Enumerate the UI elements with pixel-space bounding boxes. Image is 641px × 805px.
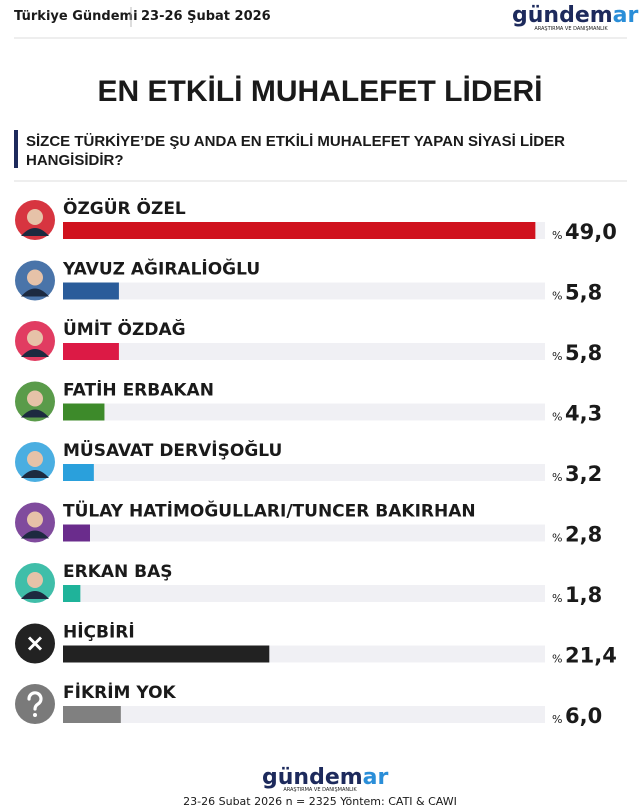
logo-accent: ar bbox=[363, 765, 389, 790]
bar-track bbox=[63, 524, 545, 542]
category-label: ÖZGÜR ÖZEL bbox=[63, 197, 186, 219]
bar bbox=[63, 282, 119, 300]
header-left: Türkiye Gündemi bbox=[14, 9, 138, 24]
icon-unknown bbox=[15, 684, 55, 724]
avatar-body bbox=[21, 470, 49, 478]
avatar-head bbox=[27, 269, 43, 286]
avatar-body bbox=[21, 288, 49, 297]
category-label: MÜSAVAT DERVİŞOĞLU bbox=[63, 439, 282, 461]
bar-track bbox=[63, 464, 545, 481]
avatar-head bbox=[27, 209, 43, 225]
bar bbox=[63, 645, 270, 663]
value-unit: % bbox=[552, 411, 562, 424]
bar bbox=[63, 343, 119, 360]
avatar-head bbox=[27, 511, 43, 528]
value-unit: % bbox=[552, 290, 562, 303]
avatar-body bbox=[21, 591, 49, 599]
category-label: YAVUZ AĞIRALİOĞLU bbox=[62, 258, 260, 280]
value-label: 21,4 bbox=[565, 644, 617, 668]
bar bbox=[63, 706, 121, 723]
category-label: FİKRİM YOK bbox=[63, 681, 177, 703]
footer-logo: gündemar bbox=[262, 765, 389, 790]
avatar-head bbox=[27, 572, 43, 588]
subtitle-line: HANGİSİDİR? bbox=[26, 152, 124, 169]
avatar-body bbox=[21, 409, 49, 418]
category-label: HİÇBİRİ bbox=[63, 621, 135, 643]
bar bbox=[63, 222, 536, 239]
icon-question-dot bbox=[33, 713, 37, 717]
avatar-head bbox=[27, 390, 43, 407]
category-label: ERKAN BAŞ bbox=[63, 562, 173, 582]
value-unit: % bbox=[552, 350, 562, 363]
bar-track bbox=[63, 403, 545, 421]
value-unit: % bbox=[552, 653, 562, 666]
bar bbox=[63, 585, 81, 602]
header-date: 23-26 Şubat 2026 bbox=[141, 9, 271, 24]
bar-track bbox=[63, 343, 545, 360]
value-label: 49,0 bbox=[565, 220, 617, 244]
value-label: 1,8 bbox=[565, 583, 602, 607]
category-label: TÜLAY HATİMOĞULLARI/TUNCER BAKIRHAN bbox=[63, 500, 476, 522]
subtitle-line: SİZCE TÜRKİYE’DE ŞU ANDA EN ETKİLİ MUHAL… bbox=[26, 133, 565, 150]
footer-note: 23-26 Şubat 2026 n = 2325 Yöntem: CATI &… bbox=[183, 795, 457, 805]
avatar-body bbox=[21, 349, 49, 357]
logo: gündemar bbox=[512, 3, 639, 28]
chart-subtitle: SİZCE TÜRKİYE’DE ŞU ANDA EN ETKİLİ MUHAL… bbox=[26, 133, 565, 169]
value-label: 4,3 bbox=[565, 402, 602, 426]
value-unit: % bbox=[552, 592, 562, 605]
value-label: 6,0 bbox=[565, 704, 602, 728]
bar bbox=[63, 524, 90, 542]
avatar-body bbox=[21, 530, 49, 539]
logo-tagline: ARAŞTIRMA VE DANIŞMANLIK bbox=[534, 26, 608, 32]
value-unit: % bbox=[552, 471, 562, 484]
icon-x bbox=[27, 636, 43, 651]
chart-title: EN ETKİLİ MUHALEFET LİDERİ bbox=[98, 75, 543, 108]
icon-question bbox=[27, 691, 43, 711]
value-unit: % bbox=[552, 713, 562, 726]
value-label: 5,8 bbox=[565, 281, 602, 305]
value-label: 3,2 bbox=[565, 462, 602, 486]
value-label: 5,8 bbox=[565, 341, 602, 365]
value-unit: % bbox=[552, 229, 562, 242]
logo-main: gündem bbox=[512, 3, 613, 28]
bar-track bbox=[63, 706, 545, 723]
avatar-head bbox=[27, 451, 43, 467]
logo-accent: ar bbox=[613, 3, 639, 28]
bar bbox=[63, 464, 94, 481]
footer-logo-tagline: ARAŞTIRMA VE DANIŞMANLIK bbox=[283, 787, 357, 793]
subtitle-bar bbox=[14, 130, 18, 168]
category-label: FATİH ERBAKAN bbox=[63, 379, 214, 401]
value-unit: % bbox=[552, 532, 562, 545]
value-label: 2,8 bbox=[565, 523, 602, 547]
avatar-head bbox=[27, 330, 43, 346]
bar-track bbox=[63, 282, 545, 300]
category-label: ÜMİT ÖZDAĞ bbox=[63, 318, 186, 340]
logo-main: gündem bbox=[262, 765, 363, 790]
bar-track bbox=[63, 585, 545, 602]
avatar-body bbox=[21, 228, 49, 236]
bar bbox=[63, 403, 105, 421]
